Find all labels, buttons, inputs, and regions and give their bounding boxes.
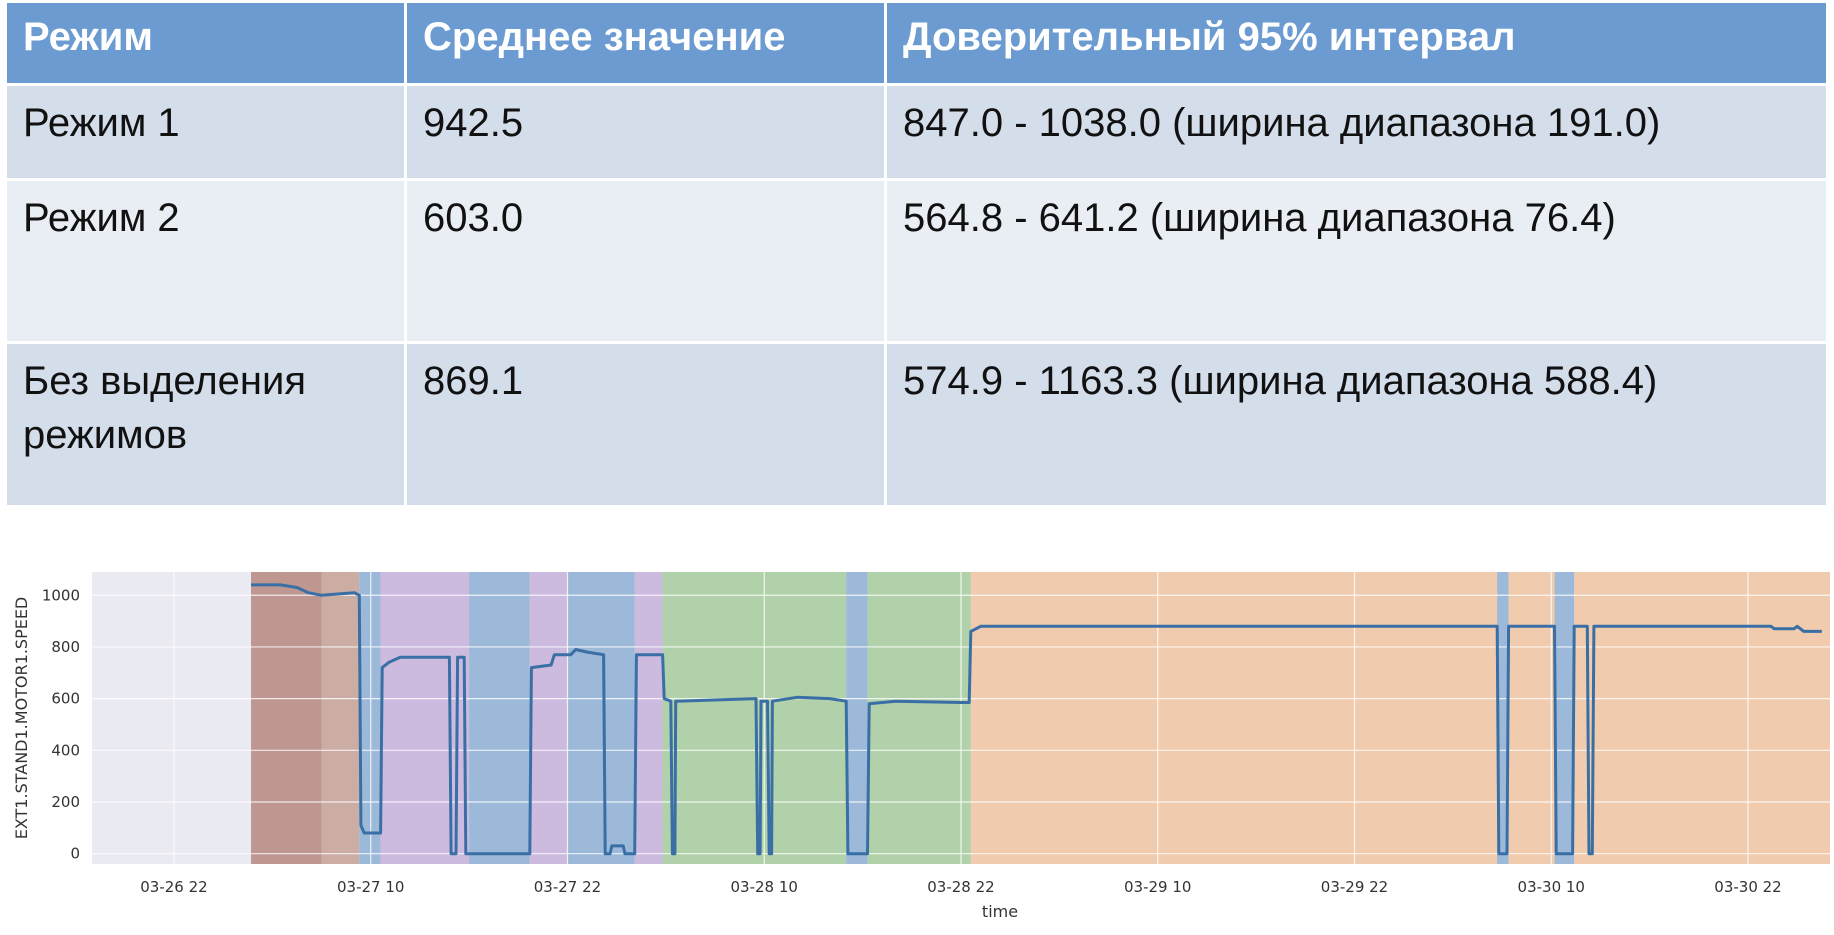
x-tick-label: 03-29 10 [1124, 878, 1191, 896]
x-tick-label: 03-27 22 [534, 878, 601, 896]
speed-chart: 0 200 400 600 800 1000 03-26 22 03-27 10 03-27 … [12, 572, 1830, 921]
header-mean: Среднее значение [404, 0, 887, 86]
mode-region-15 [1574, 572, 1830, 864]
cell-mode: Режим 1 [4, 83, 407, 181]
cell-ci: 574.9 - 1163.3 (ширина диапазона 588.4) [884, 341, 1829, 508]
cell-mean: 942.5 [404, 83, 887, 181]
mode-region-0 [251, 572, 322, 864]
table-row: Без выделения режимов 869.1 574.9 - 1163… [4, 341, 1829, 508]
x-ticks: 03-26 22 03-27 10 03-27 22 03-28 10 03-28 22… [140, 878, 1781, 896]
x-tick-label: 03-28 22 [927, 878, 994, 896]
mode-region-6 [567, 572, 635, 864]
cell-mode: Режим 2 [4, 178, 407, 344]
mode-region-5 [529, 572, 568, 864]
y-tick-label: 800 [51, 638, 80, 656]
mode-region-14 [1554, 572, 1575, 864]
x-axis-label: time [982, 902, 1018, 921]
series-line-0 [251, 583, 1822, 856]
x-tick-label: 03-29 22 [1321, 878, 1388, 896]
x-tick-label: 03-27 10 [337, 878, 404, 896]
mode-region-3 [380, 572, 470, 864]
y-tick-label: 400 [51, 741, 80, 759]
cell-mean: 603.0 [404, 178, 887, 344]
x-tick-label: 03-30 22 [1714, 878, 1781, 896]
cell-ci: 847.0 - 1038.0 (ширина диапазона 191.0) [884, 83, 1829, 181]
cell-mean: 869.1 [404, 341, 887, 508]
table-row: Режим 1 942.5 847.0 - 1038.0 (ширина диа… [4, 83, 1829, 181]
x-tick-label: 03-30 10 [1518, 878, 1585, 896]
mode-region-8 [662, 572, 847, 864]
mode-region-10 [867, 572, 971, 864]
y-axis-label: EXT1.STAND1.MOTOR1.SPEED [12, 597, 31, 840]
mode-region-7 [634, 572, 663, 864]
mode-region-2 [359, 572, 381, 864]
header-mode: Режим [4, 0, 407, 86]
x-tick-label: 03-26 22 [140, 878, 207, 896]
mode-region-12 [1497, 572, 1509, 864]
x-tick-label: 03-28 10 [731, 878, 798, 896]
mode-region-9 [846, 572, 868, 864]
mode-regions [251, 572, 1830, 864]
cell-ci: 564.8 - 641.2 (ширина диапазона 76.4) [884, 178, 1829, 344]
table-row: Режим 2 603.0 564.8 - 641.2 (ширина диап… [4, 178, 1829, 344]
stats-table: Режим Среднее значение Доверительный 95%… [4, 0, 1829, 508]
y-tick-label: 200 [51, 793, 80, 811]
mode-region-4 [469, 572, 530, 864]
cell-mode: Без выделения режимов [4, 341, 407, 508]
y-tick-label: 600 [51, 690, 80, 708]
mode-region-13 [1508, 572, 1555, 864]
y-tick-label: 1000 [42, 586, 80, 604]
y-tick-label: 0 [70, 845, 80, 863]
table-header-row: Режим Среднее значение Доверительный 95%… [4, 0, 1829, 86]
mode-region-11 [970, 572, 1498, 864]
header-ci: Доверительный 95% интервал [884, 0, 1829, 86]
series-layer [251, 583, 1822, 856]
y-ticks: 0 200 400 600 800 1000 [42, 586, 80, 862]
mode-region-1 [321, 572, 360, 864]
